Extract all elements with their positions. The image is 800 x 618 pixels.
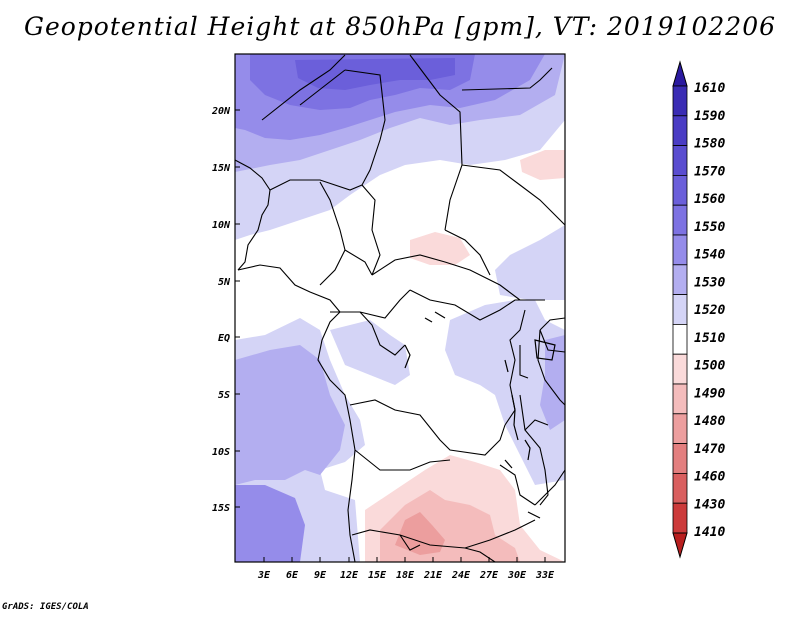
lon-label-18e: 18E — [396, 570, 415, 581]
contour-1520-east — [495, 225, 565, 300]
lon-label-6e: 6E — [286, 570, 299, 581]
colorbar-label: 1510 — [694, 331, 725, 346]
lat-label-5n: 5N — [218, 277, 231, 288]
lat-label-5s: 5S — [218, 390, 230, 401]
colorbar-segment — [672, 502, 688, 534]
colorbar-label: 1610 — [694, 81, 725, 96]
colorbar-label: 1580 — [694, 137, 725, 152]
colorbar-label: 1490 — [694, 386, 725, 401]
colorbar-segment — [672, 383, 688, 415]
lat-label-15n: 15N — [212, 163, 231, 174]
contour-1540-southwest — [235, 485, 305, 562]
colorbar-segment — [672, 174, 688, 206]
map-title: Geopotential Height at 850hPa [gpm], VT:… — [23, 12, 777, 41]
lat-axis: 20N 15N 10N 5N EQ 5S 10S 15S — [211, 106, 240, 514]
lat-label-10s: 10S — [212, 447, 230, 458]
colorbar-label: 1460 — [694, 470, 725, 485]
lat-label-15s: 15S — [212, 503, 230, 514]
map-frame — [234, 53, 566, 563]
lon-label-15e: 15E — [368, 570, 387, 581]
lakes — [404, 311, 556, 519]
lon-label-9e: 9E — [314, 570, 327, 581]
colorbar-max-arrow — [672, 60, 688, 87]
colorbar-label: 1470 — [694, 442, 725, 457]
lat-label-10n: 10N — [212, 220, 231, 231]
colorbar-label: 1570 — [694, 164, 725, 179]
colorbar-label: 1540 — [694, 248, 725, 263]
lon-label-3e: 3E — [257, 570, 271, 581]
colorbar-segment — [672, 264, 688, 295]
colorbar-segment — [672, 353, 688, 385]
colorbar-segment — [672, 323, 688, 355]
colorbar-segment — [672, 204, 688, 236]
colorbar: 1610 1590 1580 1570 1560 1550 1540 1530 1520 1510… — [672, 60, 725, 559]
colorbar-segment — [672, 294, 688, 325]
height-field — [235, 54, 565, 562]
footer-credit: GrADS: IGES/COLA — [2, 602, 89, 612]
colorbar-label: 1550 — [694, 220, 725, 235]
colorbar-segment — [672, 234, 688, 266]
coastlines-borders — [235, 54, 565, 562]
colorbar-min-arrow — [672, 532, 688, 559]
colorbar-label: 1410 — [694, 525, 725, 540]
contour-1530-southwest — [235, 345, 345, 485]
colorbar-segment — [672, 443, 688, 474]
contour-1500-east — [520, 150, 565, 180]
lon-label-33e: 33E — [535, 570, 555, 581]
contour-1480-south — [395, 512, 445, 555]
lat-label-20n: 20N — [211, 106, 231, 117]
contour-1520-centre — [330, 320, 410, 385]
colorbar-label: 1500 — [694, 359, 725, 374]
lon-label-30e: 30E — [507, 570, 527, 581]
colorbar-segment — [672, 145, 688, 176]
contour-1520-lakes — [445, 300, 565, 485]
colorbar-label: 1480 — [694, 414, 725, 429]
colorbar-label: 1590 — [694, 109, 725, 124]
colorbar-label: 1530 — [694, 275, 725, 290]
colorbar-segment — [672, 413, 688, 444]
colorbar-label: 1430 — [694, 497, 725, 512]
lat-label-eq: EQ — [218, 333, 230, 344]
colorbar-segment — [672, 85, 688, 117]
colorbar-label: 1520 — [694, 303, 725, 318]
lon-label-12e: 12E — [340, 570, 359, 581]
colorbar-segment — [672, 472, 688, 504]
colorbar-segment — [672, 115, 688, 147]
lon-label-27e: 27E — [479, 570, 499, 581]
lon-axis: 3E 6E 9E 12E 15E 18E 21E 24E 27E 30E 33E — [257, 557, 555, 581]
lon-label-21e: 21E — [423, 570, 443, 581]
lon-label-24e: 24E — [451, 570, 471, 581]
colorbar-label: 1560 — [694, 192, 725, 207]
